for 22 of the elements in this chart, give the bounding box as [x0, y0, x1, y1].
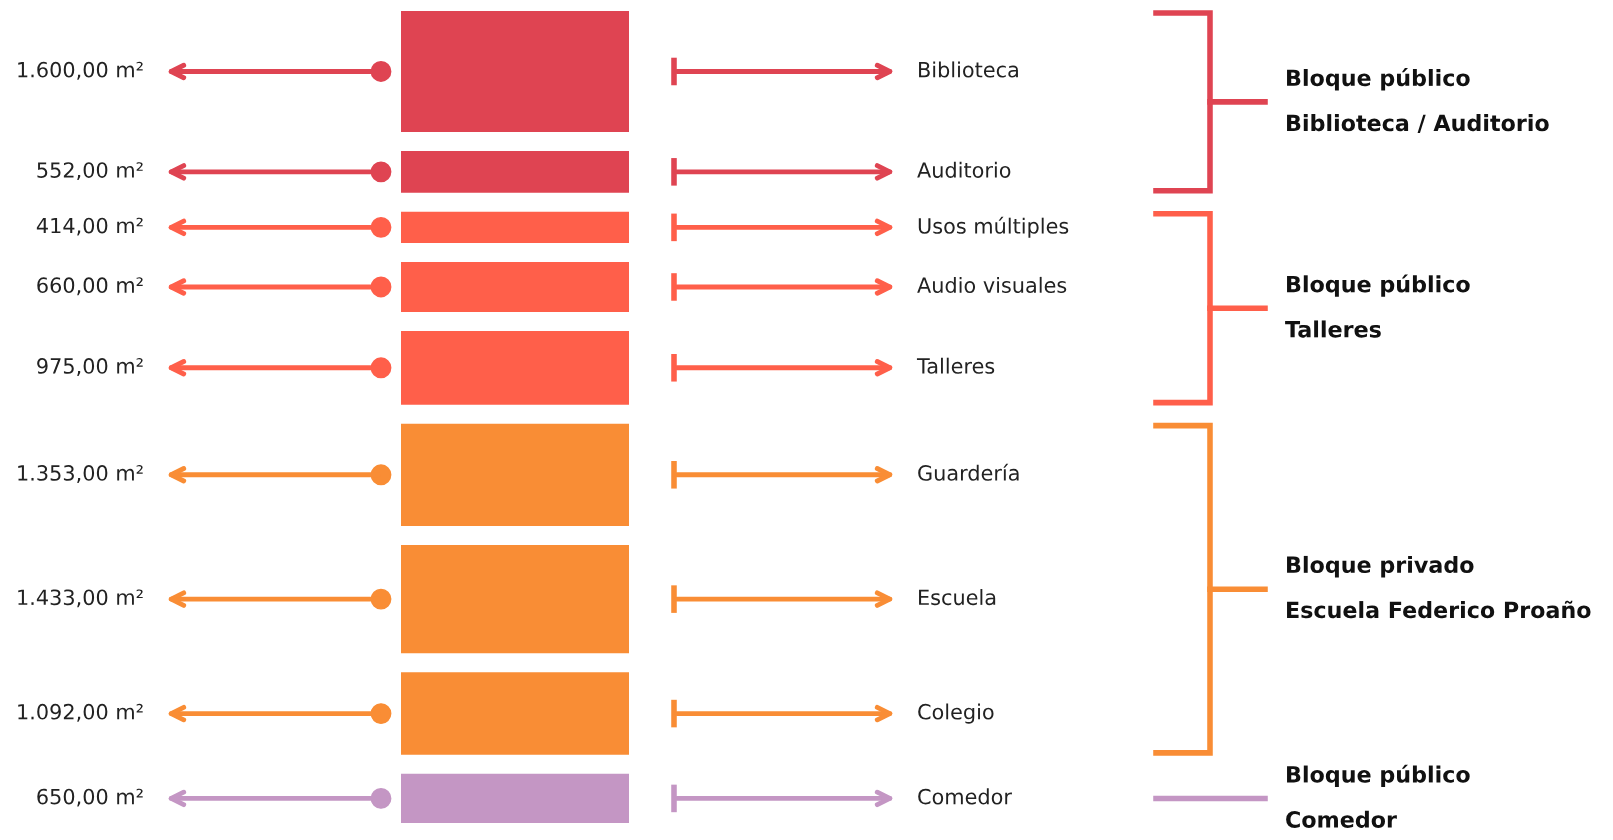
- category-label: Biblioteca: [919, 61, 1018, 78]
- category-label: Escuela: [919, 589, 996, 606]
- category-label: Colegio: [918, 703, 994, 724]
- data-label: 1.092,00 m²: [18, 703, 143, 722]
- legend-label: Bloque público Talleres: [1285, 274, 1470, 338]
- category-label: Guardería: [918, 463, 1019, 481]
- legend-label: Bloque público Comedor: [1286, 764, 1470, 828]
- data-label: 1.353,00 m²: [18, 465, 143, 483]
- data-label: 1.433,00 m²: [18, 589, 143, 608]
- category-label: Audio visuales: [917, 276, 1067, 294]
- data-label: 552,00 m²: [37, 162, 143, 181]
- legend-label: Bloque privado Escuela Federico Proaño: [1287, 555, 1591, 619]
- data-label: 414,00 m²: [36, 217, 143, 236]
- data-label: 1.600,00 m²: [18, 61, 143, 80]
- category-label: Auditorio: [917, 161, 1011, 178]
- legend-label: Bloque público Biblioteca / Auditorio: [1287, 68, 1549, 134]
- category-label: Usos múltiples: [918, 216, 1069, 238]
- data-label: 650,00 m²: [37, 788, 143, 807]
- data-label: 975,00 m²: [37, 358, 143, 376]
- category-label: Talleres: [916, 357, 995, 374]
- data-label: 660,00 m²: [37, 277, 143, 296]
- category-label: Comedor: [918, 788, 1012, 805]
